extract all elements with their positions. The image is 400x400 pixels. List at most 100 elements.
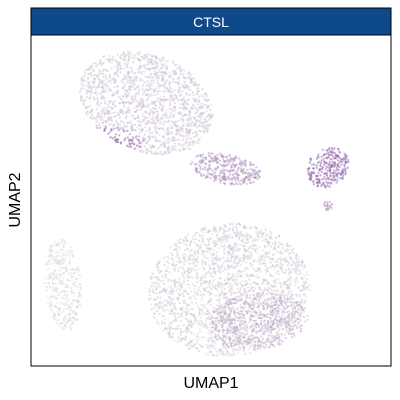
point: [219, 227, 222, 230]
point: [214, 322, 218, 325]
point: [48, 277, 51, 280]
point: [106, 118, 109, 121]
point: [54, 314, 57, 317]
point: [114, 79, 117, 82]
point: [291, 263, 294, 266]
point: [192, 97, 195, 100]
point: [122, 94, 125, 98]
point: [129, 81, 133, 84]
point: [61, 266, 65, 270]
point: [270, 237, 273, 240]
point: [62, 276, 65, 280]
point: [203, 254, 206, 257]
point: [157, 278, 160, 281]
point: [87, 73, 90, 76]
point: [297, 265, 300, 268]
point: [171, 254, 174, 257]
point: [189, 88, 192, 91]
point: [244, 176, 247, 179]
point: [182, 261, 186, 264]
point: [154, 125, 157, 128]
point: [198, 288, 201, 291]
point: [172, 99, 175, 102]
point: [171, 97, 174, 100]
point: [176, 327, 180, 330]
point: [272, 275, 275, 278]
point: [186, 142, 189, 145]
point: [135, 104, 138, 107]
point: [306, 273, 309, 276]
point: [213, 167, 216, 170]
point: [195, 271, 198, 274]
point: [243, 178, 246, 181]
point: [184, 343, 187, 347]
point: [238, 298, 241, 301]
point: [194, 231, 197, 235]
point: [204, 176, 207, 179]
point: [262, 280, 265, 283]
point: [218, 319, 221, 323]
point: [241, 280, 244, 283]
point: [231, 347, 234, 350]
point: [149, 73, 152, 77]
point: [111, 120, 114, 123]
point: [335, 166, 338, 169]
point: [240, 332, 243, 335]
point: [158, 100, 161, 103]
point: [205, 244, 208, 247]
point: [325, 180, 328, 183]
point: [154, 150, 157, 154]
point: [167, 332, 170, 336]
point: [181, 292, 184, 295]
point: [198, 124, 201, 127]
point: [254, 249, 257, 252]
point: [237, 178, 240, 181]
point: [300, 277, 303, 280]
point: [178, 277, 181, 280]
point: [179, 129, 182, 132]
point: [340, 163, 343, 166]
point: [256, 302, 259, 305]
point: [173, 267, 176, 270]
point: [161, 71, 164, 74]
point: [304, 263, 307, 267]
point: [46, 295, 49, 298]
point: [90, 95, 93, 98]
point: [231, 266, 234, 269]
point: [117, 68, 120, 71]
point: [146, 79, 149, 82]
point: [278, 234, 281, 237]
point: [266, 245, 269, 248]
point: [183, 143, 186, 146]
point: [118, 113, 121, 117]
point: [65, 253, 68, 257]
point: [78, 288, 82, 291]
point: [205, 343, 208, 346]
point: [177, 80, 180, 83]
point: [205, 115, 209, 118]
point: [203, 293, 206, 296]
point: [187, 276, 190, 279]
point: [177, 142, 180, 145]
point: [197, 90, 200, 93]
point: [244, 328, 247, 331]
point: [55, 287, 59, 291]
point: [167, 324, 170, 327]
point: [227, 252, 230, 255]
point: [219, 169, 222, 172]
point: [60, 274, 63, 277]
point: [201, 153, 204, 156]
point: [155, 286, 158, 289]
point: [216, 319, 220, 322]
point: [300, 262, 303, 265]
point: [151, 106, 155, 110]
point: [265, 238, 268, 241]
point: [184, 106, 187, 109]
point: [135, 135, 138, 138]
point: [331, 160, 334, 163]
point: [191, 267, 194, 270]
point: [209, 333, 212, 336]
point: [304, 280, 307, 283]
point: [114, 138, 117, 142]
point: [174, 139, 178, 142]
